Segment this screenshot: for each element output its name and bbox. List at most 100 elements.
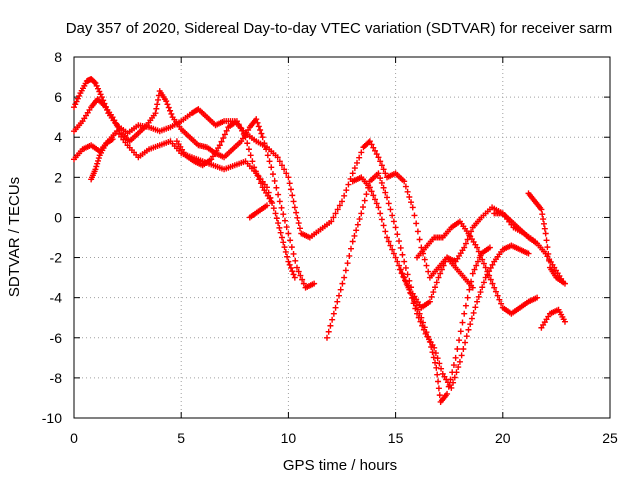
data-point <box>252 168 259 175</box>
data-point <box>408 199 415 206</box>
data-point <box>281 217 288 224</box>
data-point <box>382 170 389 177</box>
y-tick-label: -8 <box>50 370 63 386</box>
data-point <box>435 378 442 385</box>
data-point <box>425 268 432 275</box>
data-point <box>472 304 479 311</box>
data-point <box>284 253 291 260</box>
data-point <box>349 170 356 177</box>
data-point <box>401 178 408 185</box>
data-point <box>474 244 481 251</box>
data-point <box>378 179 385 186</box>
data-point <box>430 289 437 296</box>
data-point <box>285 174 292 181</box>
data-point <box>456 337 463 344</box>
data-point <box>433 364 440 371</box>
data-point <box>401 274 408 281</box>
data-point <box>385 200 392 207</box>
data-point <box>245 146 252 153</box>
data-point <box>244 140 251 147</box>
data-point <box>257 180 264 187</box>
data-point <box>287 186 294 193</box>
data-point <box>163 98 170 105</box>
data-point <box>373 200 380 207</box>
data-point <box>335 292 342 299</box>
data-point <box>459 319 466 326</box>
data-point <box>433 279 440 286</box>
data-point <box>402 183 409 190</box>
data-point <box>400 273 407 280</box>
data-point <box>270 205 277 212</box>
data-point <box>408 295 415 302</box>
data-point <box>372 147 379 154</box>
data-point <box>114 123 121 130</box>
data-point <box>460 346 467 353</box>
data-point <box>539 211 546 218</box>
data-point <box>349 238 356 245</box>
data-point <box>414 310 421 317</box>
data-point <box>474 298 481 305</box>
data-point <box>95 157 102 164</box>
data-point <box>154 101 161 108</box>
data-point <box>94 160 101 167</box>
data-point <box>546 257 553 264</box>
data-point <box>415 314 422 321</box>
data-point <box>411 212 418 219</box>
data-point <box>368 141 375 148</box>
data-point <box>382 228 389 235</box>
data-point <box>327 322 334 329</box>
x-tick-label: 20 <box>495 430 511 446</box>
data-point <box>296 225 303 232</box>
data-point <box>462 339 469 346</box>
data-point <box>467 321 474 328</box>
y-tick-label: 4 <box>54 129 62 145</box>
data-point <box>368 188 375 195</box>
data-point <box>153 105 160 112</box>
data-point <box>71 104 77 111</box>
data-point <box>416 236 423 243</box>
data-point <box>194 106 201 113</box>
data-point <box>456 358 463 365</box>
data-point <box>271 177 278 184</box>
data-point <box>343 187 350 194</box>
data-point <box>332 304 339 311</box>
data-point <box>475 293 482 300</box>
data-point <box>276 158 283 165</box>
data-point <box>417 318 424 325</box>
data-point <box>435 385 442 392</box>
data-point <box>93 163 100 170</box>
data-point <box>356 154 363 161</box>
data-point <box>251 164 258 171</box>
data-point <box>396 238 403 245</box>
data-point <box>463 333 470 340</box>
data-point <box>283 170 290 177</box>
data-point <box>413 220 420 227</box>
x-tick-label: 25 <box>602 430 618 446</box>
data-point <box>455 364 462 371</box>
data-point <box>419 322 426 329</box>
data-point <box>384 234 391 241</box>
data-point <box>289 268 296 275</box>
data-point <box>253 116 260 123</box>
data-point <box>295 268 302 275</box>
data-point <box>377 175 384 182</box>
data-point <box>111 117 118 124</box>
data-point <box>482 274 489 281</box>
data-point <box>239 127 246 134</box>
data-point <box>542 230 549 237</box>
data-point <box>434 355 441 362</box>
data-point <box>370 144 377 151</box>
data-point <box>257 127 264 134</box>
data-point <box>479 256 486 263</box>
data-point <box>452 354 459 361</box>
data-point <box>259 134 266 141</box>
x-axis-label: GPS time / hours <box>283 457 397 474</box>
y-tick-label: 2 <box>54 169 62 185</box>
data-points <box>71 76 568 405</box>
data-point <box>311 280 318 287</box>
data-point <box>382 189 389 196</box>
data-point <box>366 138 373 145</box>
data-point <box>462 302 469 309</box>
data-point <box>544 244 551 251</box>
data-point <box>398 270 405 277</box>
